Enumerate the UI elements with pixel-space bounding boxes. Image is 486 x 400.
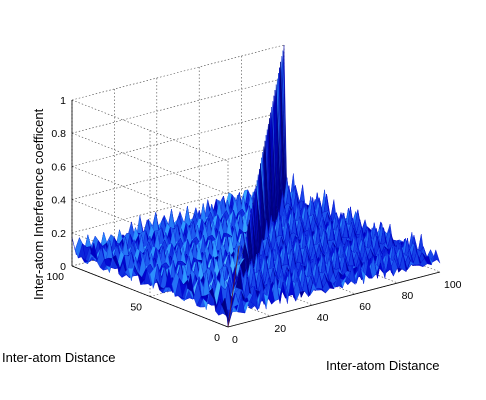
diagonal-ridge	[227, 245, 240, 328]
z-tick-label: 0.4	[51, 195, 66, 207]
z-tick-label: 1	[60, 95, 66, 107]
x-tick-label: 80	[402, 290, 414, 302]
z-tick-label: 0.2	[51, 228, 66, 240]
x-tick-label: 20	[274, 323, 286, 335]
surface-mesh	[71, 44, 441, 328]
x-tick-label: 60	[359, 301, 371, 313]
gridline	[71, 77, 285, 134]
gridline	[71, 111, 285, 167]
y-axis-label: Inter-atom Distance	[2, 350, 115, 365]
x-tick-labels: 0 20 40 60 80 100	[232, 279, 462, 346]
z-tick-labels: 0 0.2 0.4 0.6 0.8 1	[51, 95, 66, 273]
z-axis-label: Inter-atom Interference coefficent	[31, 108, 46, 300]
x-tick-label: 0	[232, 334, 238, 346]
gridline	[71, 144, 285, 200]
y-tick-label: 50	[130, 302, 142, 314]
y-tick-label: 100	[46, 271, 64, 283]
x-axis-label: Inter-atom Distance	[326, 358, 439, 373]
x-axis-line	[227, 271, 441, 328]
y-axis-line	[71, 265, 229, 328]
gridline	[71, 177, 285, 234]
y-tick-labels: 0 50 100	[46, 271, 220, 344]
z-tick-label: 0	[60, 261, 66, 273]
x-tick-label: 40	[317, 312, 329, 324]
z-tick-label: 0.8	[51, 128, 66, 140]
z-tick-label: 0.6	[51, 161, 66, 173]
gridline	[71, 44, 285, 101]
y-tick-label: 0	[214, 332, 220, 344]
x-tick-label: 100	[444, 279, 462, 291]
